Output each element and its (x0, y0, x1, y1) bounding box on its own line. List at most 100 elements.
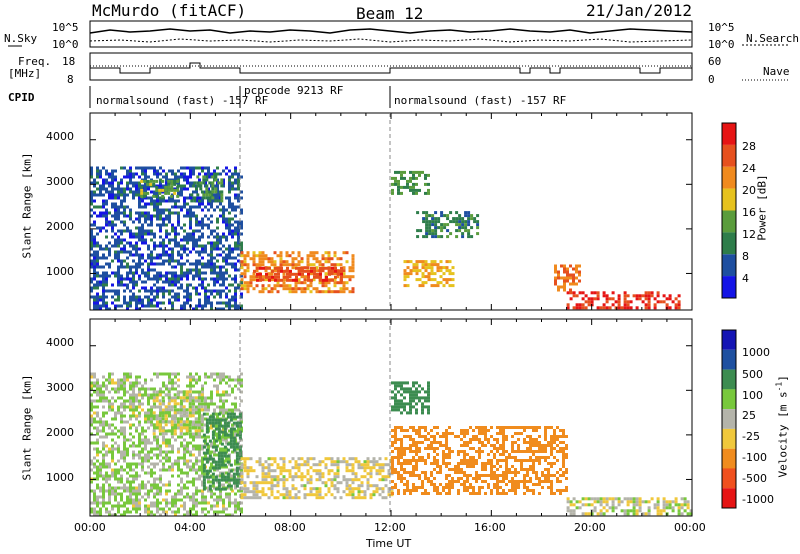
heatmap-cell (105, 507, 108, 511)
heatmap-cell (228, 250, 231, 254)
heatmap-cell (223, 445, 227, 449)
heatmap-cell (237, 501, 240, 505)
heatmap-cell (102, 226, 105, 230)
heatmap-cell (219, 235, 222, 239)
heatmap-cell (114, 208, 117, 212)
heatmap-cell (463, 456, 466, 459)
heatmap-cell (111, 172, 114, 176)
heatmap-cell (90, 259, 93, 263)
heatmap-cell (96, 387, 99, 391)
heatmap-cell (223, 424, 227, 428)
heatmap-cell (195, 447, 198, 451)
heatmap-cell (201, 384, 204, 388)
heatmap-cell (261, 490, 265, 494)
heatmap-cell (418, 474, 421, 477)
heatmap-cell (427, 453, 430, 456)
heatmap-cell (138, 253, 141, 257)
heatmap-cell (167, 191, 171, 195)
heatmap-cell (315, 469, 319, 473)
heatmap-cell (228, 435, 231, 439)
heatmap-cell (162, 220, 165, 224)
heatmap-cell (354, 487, 358, 491)
heatmap-cell (165, 232, 168, 236)
heatmap-cell (162, 301, 165, 305)
heatmap-cell (186, 423, 189, 427)
heatmap-cell (665, 297, 669, 301)
heatmap-cell (168, 459, 171, 463)
heatmap-cell (400, 381, 403, 385)
heatmap-cell (201, 262, 204, 266)
heatmap-cell (237, 220, 240, 224)
heatmap-cell (153, 387, 156, 391)
heatmap-cell (235, 451, 239, 455)
heatmap-cell (331, 269, 334, 273)
heatmap-cell (424, 281, 428, 285)
heatmap-cell (433, 477, 436, 480)
heatmap-cell (108, 405, 111, 409)
heatmap-cell (135, 384, 138, 388)
heatmap-cell (484, 474, 487, 477)
heatmap-cell (117, 244, 120, 248)
heatmap-cell (162, 450, 165, 454)
heatmap-cell (129, 289, 132, 293)
heatmap-cell (129, 232, 132, 236)
heatmap-cell (490, 468, 493, 471)
heatmap-cell (286, 278, 289, 282)
heatmap-cell (237, 223, 240, 227)
heatmap-cell (114, 232, 117, 236)
heatmap-cell (150, 166, 153, 170)
heatmap-cell (249, 469, 253, 473)
heatmap-cell (225, 196, 228, 200)
heatmap-cell (219, 208, 222, 212)
heatmap-cell (372, 493, 376, 497)
heatmap-cell (422, 220, 426, 224)
heatmap-cell (156, 223, 159, 227)
heatmap-cell (306, 263, 310, 267)
heatmap-cell (403, 459, 406, 462)
heatmap-cell (277, 275, 280, 279)
heatmap-cell (294, 466, 298, 470)
heatmap-cell (421, 471, 424, 474)
heatmap-cell (348, 478, 352, 482)
heatmap-cell (114, 486, 117, 490)
heatmap-cell (150, 190, 153, 194)
heatmap-cell (173, 429, 177, 433)
heatmap-cell (174, 387, 177, 391)
heatmap-cell (403, 272, 407, 276)
heatmap-cell (264, 254, 268, 258)
heatmap-cell (141, 486, 144, 490)
heatmap-cell (195, 468, 198, 472)
heatmap-cell (345, 287, 349, 291)
heatmap-cell (297, 287, 301, 291)
heatmap-cell (409, 459, 412, 462)
heatmap-cell (409, 390, 412, 394)
heatmap-cell (188, 423, 192, 427)
heatmap-cell (150, 405, 153, 409)
heatmap-cell (466, 465, 469, 468)
heatmap-cell (336, 275, 340, 279)
heatmap-cell (147, 408, 150, 412)
heatmap-cell (156, 301, 159, 305)
heatmap-cell (496, 447, 499, 450)
heatmap-cell (225, 381, 228, 385)
heatmap-cell (150, 489, 153, 493)
heatmap-cell (336, 487, 340, 491)
heatmap-cell (96, 381, 99, 385)
heatmap-cell (132, 259, 135, 263)
heatmap-cell (168, 256, 171, 260)
heatmap-cell (378, 493, 382, 497)
heatmap-cell (138, 399, 141, 403)
heatmap-cell (333, 463, 337, 467)
heatmap-cell (342, 275, 346, 279)
heatmap-cell (108, 250, 111, 254)
heatmap-cell (153, 372, 156, 376)
heatmap-cell (111, 196, 114, 200)
power-panel (89, 112, 693, 311)
heatmap-cell (452, 220, 456, 224)
heatmap-cell (217, 418, 221, 422)
heatmap-cell (156, 271, 159, 275)
heatmap-cell (96, 262, 99, 266)
heatmap-cell (653, 306, 657, 310)
heatmap-cell (102, 384, 105, 388)
heatmap-cell (369, 469, 373, 473)
